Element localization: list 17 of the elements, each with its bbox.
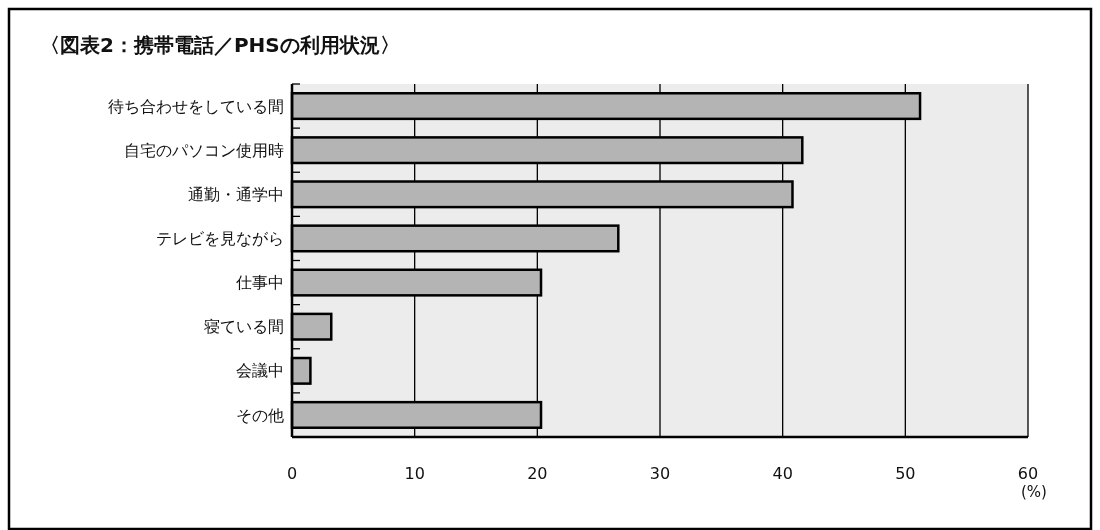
x-tick-label: 10 [404, 464, 425, 483]
x-tick-label: 20 [527, 464, 548, 483]
x-tick-label: 0 [286, 464, 298, 483]
y-tick-label: テレビを見ながら [156, 229, 284, 249]
x-tick-label: 60 [1017, 464, 1039, 483]
y-tick-label: 通勤・通学中 [188, 184, 284, 204]
x-tick-label: 30 [649, 464, 671, 483]
y-tick-label: 自宅のパソコン使用時 [124, 140, 284, 160]
x-tick-label: 40 [772, 464, 793, 483]
y-tick-label: 仕事中 [235, 273, 284, 293]
y-tick-label: 待ち合わせをしている間 [108, 96, 284, 116]
y-tick-label: 寝ている間 [204, 317, 284, 337]
x-axis-title: (%) [1021, 483, 1047, 501]
x-tick-label: 50 [895, 464, 916, 483]
y-tick-label: その他 [236, 405, 284, 425]
chart-title: 〈図表2：携帯電話／PHSの利用状況〉 [40, 33, 400, 57]
y-tick-label: 会議中 [236, 361, 284, 381]
